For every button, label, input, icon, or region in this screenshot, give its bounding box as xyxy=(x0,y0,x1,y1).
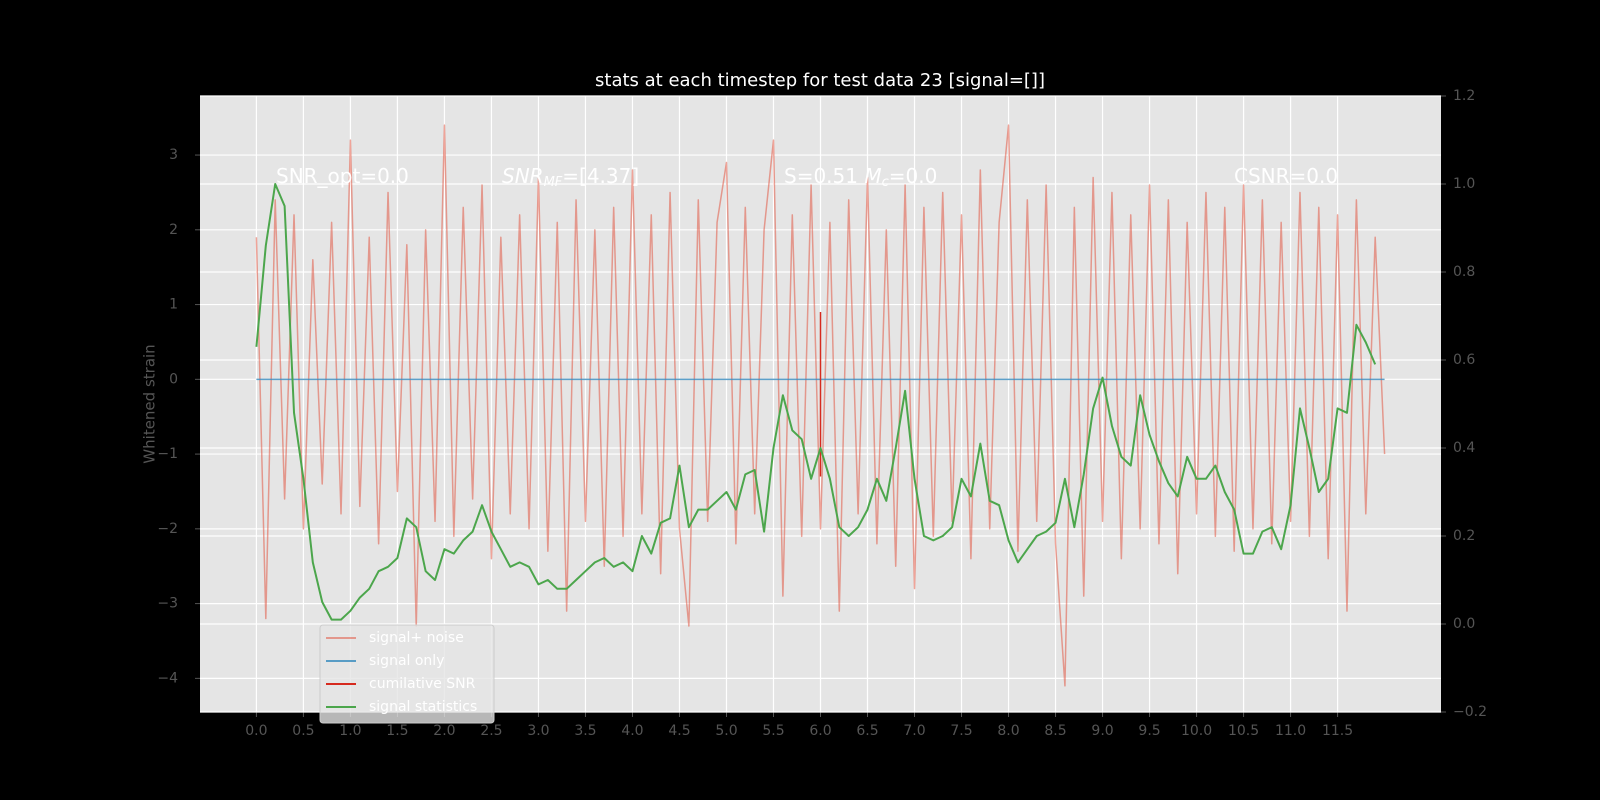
series-line xyxy=(255,124,1386,687)
legend-label: signal statistics xyxy=(369,699,477,715)
x-tick-label: 9.5 xyxy=(1138,723,1160,739)
y-tick-label: −2 xyxy=(157,521,178,537)
y2-tick-label: 1.0 xyxy=(1453,176,1475,192)
x-tick-label: 0.0 xyxy=(245,723,267,739)
x-tick-label: 7.5 xyxy=(950,723,972,739)
chart-title: stats at each timestep for test data 23 … xyxy=(595,70,1045,91)
x-tick-label: 6.5 xyxy=(856,723,878,739)
x-tick-label: 0.5 xyxy=(292,723,314,739)
x-tick-label: 8.0 xyxy=(997,723,1019,739)
series-line xyxy=(255,183,1377,621)
x-tick-label: 5.0 xyxy=(715,723,737,739)
legend-box xyxy=(319,624,495,724)
annotation-part: SNR xyxy=(502,164,544,188)
x-tick-label: 4.5 xyxy=(668,723,690,739)
x-tick-label: 10.5 xyxy=(1228,723,1259,739)
y2-tick-label: −0.2 xyxy=(1453,704,1487,720)
y2-tick-label: 1.2 xyxy=(1453,88,1475,104)
annotation-part: SNR_opt=0.0 xyxy=(276,164,409,188)
x-tick-label: 8.5 xyxy=(1044,723,1066,739)
y2-tick-label: 0.0 xyxy=(1453,616,1475,632)
y-tick-label: 0 xyxy=(169,371,178,387)
x-tick-label: 5.5 xyxy=(762,723,784,739)
x-tick-label: 6.0 xyxy=(809,723,831,739)
annotation-part: c xyxy=(882,175,889,190)
annotation-part: MF xyxy=(544,175,563,190)
y2-tick-label: 0.4 xyxy=(1453,440,1475,456)
y-tick-label: 1 xyxy=(169,297,178,313)
y-tick-label: −4 xyxy=(157,670,178,686)
annotation: SNRMF=[4.37] xyxy=(502,164,639,190)
annotation-part: M xyxy=(864,164,881,188)
x-tick-label: 11.0 xyxy=(1275,723,1306,739)
y-tick-label: 3 xyxy=(169,147,178,163)
legend-label: signal only xyxy=(369,653,444,669)
y-tick-label: 2 xyxy=(169,222,178,238)
x-tick-label: 10.0 xyxy=(1181,723,1212,739)
annotation: SNR_opt=0.0 xyxy=(276,164,409,188)
y2-tick-label: 0.6 xyxy=(1453,352,1475,368)
x-tick-label: 2.5 xyxy=(480,723,502,739)
y-tick-label: −3 xyxy=(157,596,178,612)
annotation: CSNR=0.0 xyxy=(1234,164,1338,188)
annotation-part: CSNR=0.0 xyxy=(1234,164,1338,188)
x-tick-label: 1.5 xyxy=(386,723,408,739)
x-tick-label: 3.0 xyxy=(527,723,549,739)
x-tick-label: 3.5 xyxy=(574,723,596,739)
annotation: S=0.51 Mc=0.0 xyxy=(784,164,937,190)
y-tick-label: −1 xyxy=(157,446,178,462)
legend-label: cumilative SNR xyxy=(369,676,476,692)
y-axis-label: Whitened strain xyxy=(141,344,159,463)
y2-tick-label: 0.2 xyxy=(1453,528,1475,544)
x-tick-label: 1.0 xyxy=(339,723,361,739)
x-tick-label: 2.0 xyxy=(433,723,455,739)
x-tick-label: 4.0 xyxy=(621,723,643,739)
x-tick-label: 11.5 xyxy=(1322,723,1353,739)
x-tick-label: 7.0 xyxy=(903,723,925,739)
y2-tick-label: 0.8 xyxy=(1453,264,1475,280)
legend-label: signal+ noise xyxy=(369,630,464,646)
annotation-part: =[4.37] xyxy=(562,164,639,188)
annotation-part: =0.0 xyxy=(889,164,938,188)
x-tick-label: 9.0 xyxy=(1091,723,1113,739)
annotation-part: S=0.51 xyxy=(784,164,864,188)
